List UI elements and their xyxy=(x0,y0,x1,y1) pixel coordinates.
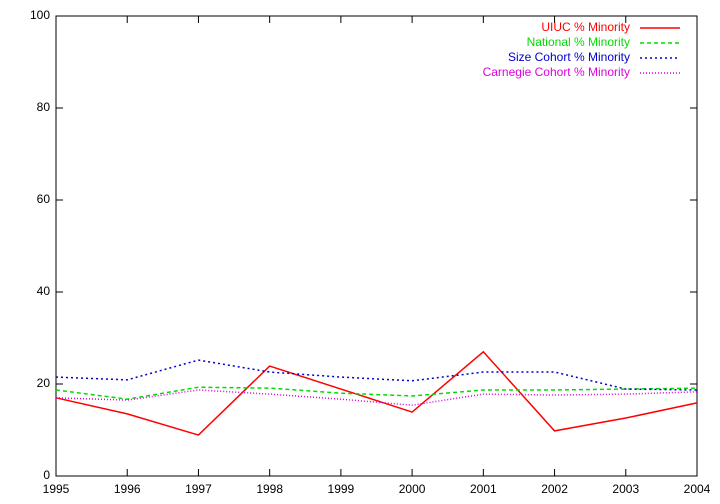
y-tick-label: 60 xyxy=(37,192,51,206)
series-line xyxy=(55,386,698,400)
plot-frame xyxy=(55,15,698,477)
legend-label: Carnegie Cohort % Minority xyxy=(483,65,630,79)
y-tick-label: 80 xyxy=(37,100,51,114)
x-tick-label: 2004 xyxy=(684,482,711,496)
y-tick-label: 0 xyxy=(43,468,50,482)
x-tick-label: 1995 xyxy=(43,482,70,496)
series-line xyxy=(55,359,698,391)
y-tick-label: 100 xyxy=(30,8,50,22)
series-line xyxy=(55,389,698,406)
x-tick-label: 2003 xyxy=(612,482,639,496)
y-tick-label: 20 xyxy=(37,376,51,390)
legend-label: Size Cohort % Minority xyxy=(508,50,630,64)
x-tick-label: 1998 xyxy=(256,482,283,496)
y-tick-label: 40 xyxy=(37,284,51,298)
legend-label: National % Minority xyxy=(527,35,630,49)
x-tick-label: 2000 xyxy=(399,482,426,496)
series-line xyxy=(55,350,698,436)
x-tick-label: 2001 xyxy=(470,482,497,496)
x-tick-label: 2002 xyxy=(541,482,568,496)
legend-label: UIUC % Minority xyxy=(541,20,630,34)
x-tick-label: 1999 xyxy=(328,482,355,496)
x-tick-label: 1996 xyxy=(114,482,141,496)
x-tick-label: 1997 xyxy=(185,482,212,496)
